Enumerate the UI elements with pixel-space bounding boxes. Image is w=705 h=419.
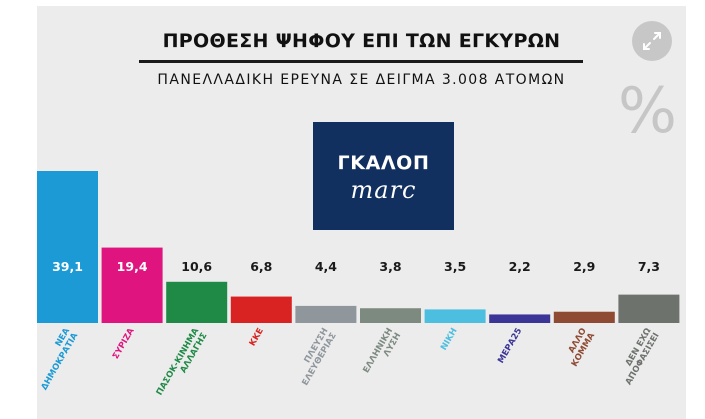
bar bbox=[618, 294, 680, 323]
category-label: ΔΕΝ ΕΧΩΑΠΟΦΑΣΙΣΕΙ bbox=[616, 327, 662, 387]
data-label: 2,9 bbox=[573, 259, 595, 274]
category-label: ΠΛΕΥΣΗΕΛΕΥΘΕΡΙΑΣ bbox=[292, 326, 339, 387]
bar bbox=[489, 314, 551, 323]
category-label: ΕΛΛΗΝΙΚΗΛΥΣΗ bbox=[361, 327, 403, 380]
category-label: ΚΚΕ bbox=[248, 326, 266, 348]
category-label: ΠΑΣΟΚ-ΚΙΝΗΜΑΑΛΛΑΓΗΣ bbox=[155, 326, 210, 402]
logo-line-2: marc bbox=[350, 176, 417, 204]
category-label: ΑΛΛΟΚΟΜΜΑ bbox=[562, 326, 598, 368]
data-label: 7,3 bbox=[638, 259, 660, 274]
bar bbox=[553, 311, 615, 323]
bar bbox=[101, 247, 163, 323]
data-label: 4,4 bbox=[315, 259, 337, 274]
bar bbox=[166, 281, 228, 323]
bar bbox=[295, 305, 357, 323]
gallup-marc-logo: ΓΚΑΛΟΠ marc bbox=[313, 122, 454, 230]
chart-title: ΠΡΟΘΕΣΗ ΨΗΦΟΥ ΕΠΙ ΤΩΝ ΕΓΚΥΡΩΝ bbox=[162, 30, 561, 52]
data-label: 10,6 bbox=[181, 259, 212, 274]
data-label: 2,2 bbox=[509, 259, 531, 274]
chart-subtitle: ΠΑΝΕΛΛΑΔΙΚΗ ΕΡΕΥΝΑ ΣΕ ΔΕΙΓΜΑ 3.008 ΑΤΟΜΩ… bbox=[157, 72, 566, 88]
expand-button[interactable] bbox=[632, 21, 672, 61]
category-label: ΜΕΡΑ25 bbox=[496, 326, 524, 365]
logo-line-1: ΓΚΑΛΟΠ bbox=[337, 152, 430, 174]
data-label: 3,5 bbox=[444, 259, 466, 274]
data-label: 39,1 bbox=[52, 259, 83, 274]
data-label: 3,8 bbox=[379, 259, 401, 274]
category-label: ΝΕΑΔΗΜΟΚΡΑΤΙΑ bbox=[31, 326, 80, 392]
bar bbox=[37, 171, 98, 323]
data-label: 6,8 bbox=[250, 259, 272, 274]
data-label: 19,4 bbox=[117, 259, 148, 274]
bar bbox=[424, 309, 486, 323]
bar bbox=[360, 308, 421, 323]
percent-symbol: % bbox=[618, 74, 677, 147]
expand-arrows-icon bbox=[643, 32, 661, 50]
bar bbox=[230, 296, 292, 323]
title-divider bbox=[139, 60, 583, 63]
category-label: ΣΥΡΙΖΑ bbox=[111, 326, 137, 361]
category-label: ΝΙΚΗ bbox=[439, 327, 460, 353]
